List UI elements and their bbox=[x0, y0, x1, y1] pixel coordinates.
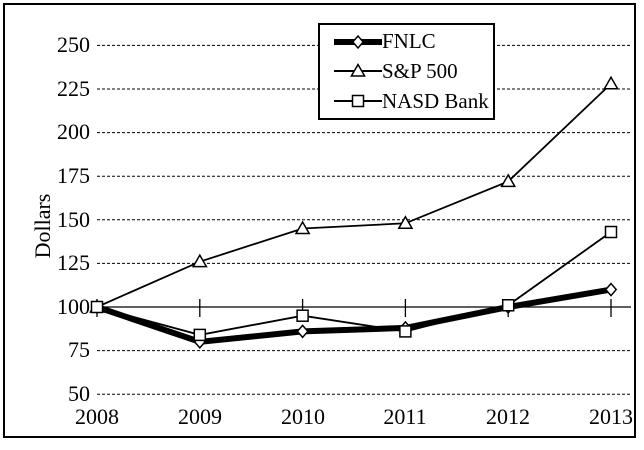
series-line-fnlc bbox=[96, 286, 612, 345]
marker-sp500-2013 bbox=[603, 75, 619, 90]
series-line-sp500 bbox=[96, 83, 612, 308]
legend-item-sp500: S&P 500 bbox=[334, 58, 493, 83]
marker-sp500-2009 bbox=[191, 253, 208, 268]
y-tick-label: 200 bbox=[57, 119, 90, 144]
y-tick-label: 75 bbox=[68, 337, 90, 362]
legend-sample-nasd-bank-square-icon bbox=[334, 94, 382, 108]
marker-sp500-2011 bbox=[397, 215, 414, 230]
marker-nasd-bank-2008 bbox=[90, 300, 104, 314]
x-tick-label: 2013 bbox=[589, 404, 633, 429]
legend: FNLC S&P 500 NASD Bank bbox=[318, 23, 495, 120]
y-tick-label: 50 bbox=[68, 381, 90, 406]
legend-label-nasd-bank: NASD Bank bbox=[382, 88, 489, 113]
legend-sample-sp500-triangle-icon bbox=[334, 63, 382, 78]
legend-item-fnlc: FNLC bbox=[334, 31, 493, 52]
legend-marker-sp500 bbox=[350, 63, 366, 78]
y-tick-label: 125 bbox=[57, 250, 90, 275]
y-tick-label: 100 bbox=[57, 294, 90, 319]
marker-sp500-2012 bbox=[500, 173, 517, 188]
marker-nasd-bank-2013 bbox=[604, 225, 618, 239]
marker-fnlc-2010 bbox=[296, 324, 309, 339]
x-tick-label: 2008 bbox=[75, 404, 119, 429]
x-tick-label: 2010 bbox=[281, 404, 325, 429]
marker-nasd-bank-2011 bbox=[399, 325, 412, 338]
y-tick-label: 225 bbox=[57, 76, 90, 101]
x-tick-label: 2011 bbox=[383, 404, 427, 429]
y-tick-label: 250 bbox=[57, 32, 90, 57]
marker-sp500-2010 bbox=[294, 220, 311, 235]
series-line-nasd-bank bbox=[96, 231, 612, 336]
legend-label-fnlc: FNLC bbox=[382, 29, 436, 54]
y-axis-title: Dollars bbox=[30, 193, 55, 259]
y-tick-label: 150 bbox=[57, 207, 90, 232]
legend-label-sp500: S&P 500 bbox=[382, 58, 458, 83]
marker-nasd-bank-2009 bbox=[193, 328, 207, 342]
legend-marker-fnlc bbox=[351, 34, 365, 49]
marker-fnlc-2013 bbox=[604, 282, 618, 297]
marker-nasd-bank-2012 bbox=[501, 299, 515, 312]
y-tick-label: 175 bbox=[57, 163, 90, 188]
marker-nasd-bank-2010 bbox=[296, 309, 309, 322]
x-tick-label: 2012 bbox=[486, 404, 530, 429]
x-tick-label: 2009 bbox=[178, 404, 222, 429]
legend-item-nasd-bank: NASD Bank bbox=[334, 88, 493, 113]
legend-sample-fnlc-diamond-icon bbox=[334, 34, 382, 49]
legend-marker-nasd-bank bbox=[351, 94, 365, 108]
